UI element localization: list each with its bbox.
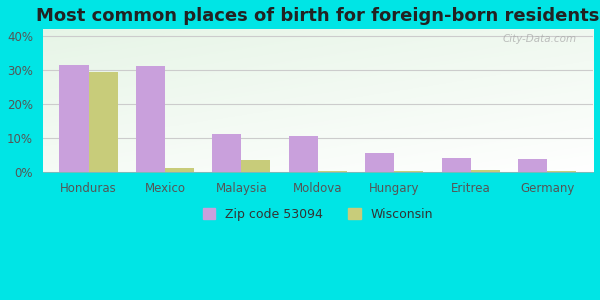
- Bar: [136, 66, 165, 172]
- Bar: [89, 72, 118, 172]
- Title: Most common places of birth for foreign-born residents: Most common places of birth for foreign-…: [36, 7, 599, 25]
- Bar: [394, 171, 424, 172]
- Bar: [518, 159, 547, 172]
- Legend: Zip code 53094, Wisconsin: Zip code 53094, Wisconsin: [197, 203, 438, 226]
- Bar: [165, 168, 194, 172]
- Bar: [471, 170, 500, 172]
- Text: City-Data.com: City-Data.com: [502, 34, 577, 44]
- Bar: [318, 171, 347, 172]
- Bar: [442, 158, 471, 172]
- Bar: [289, 136, 318, 172]
- Bar: [212, 134, 241, 172]
- Bar: [59, 65, 89, 172]
- Bar: [241, 160, 271, 172]
- Bar: [365, 152, 394, 172]
- Bar: [547, 171, 576, 172]
